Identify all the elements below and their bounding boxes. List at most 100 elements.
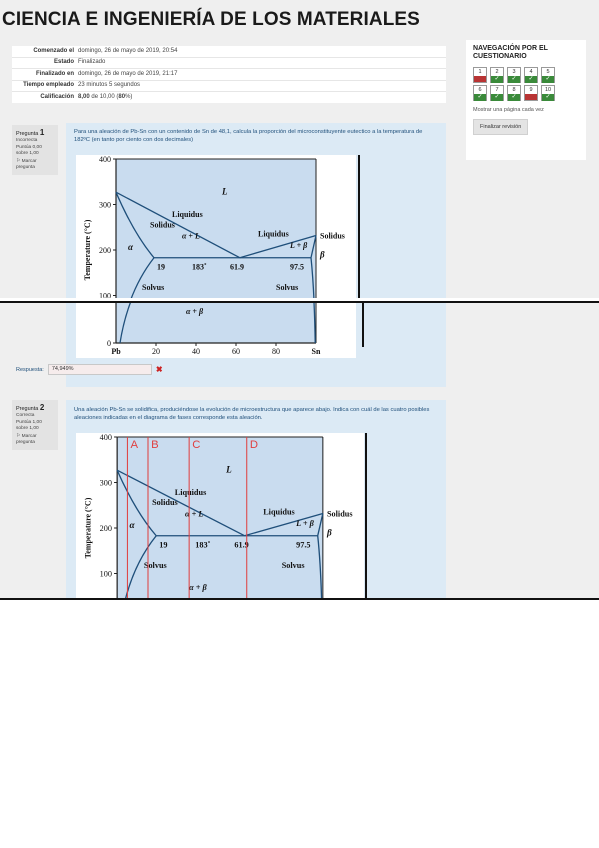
alloy-marker-label: B xyxy=(151,439,159,451)
question-status: Correcta xyxy=(16,413,35,419)
finish-review-button[interactable]: Finalizar revisión xyxy=(473,119,529,136)
label-alpha-plus-beta: α + β xyxy=(186,307,204,316)
question-number: Pregunta 2 xyxy=(16,403,45,412)
grade-mid: de 10,00 ( xyxy=(89,93,119,100)
answer-input[interactable]: 74,949% xyxy=(47,364,152,375)
y-tick-label: 300 xyxy=(100,479,112,488)
question-score: Puntúa 1,00 sobre 1,00 xyxy=(16,419,42,431)
flag-icon: ⚐ xyxy=(16,434,21,440)
label-liquid: L xyxy=(221,186,228,196)
label-97-5: 97.5 xyxy=(290,263,304,272)
label-liquidus-right: Liquidus xyxy=(263,507,295,516)
image-border xyxy=(365,433,367,598)
flag-icon: ⚐ xyxy=(16,159,21,165)
summary-label: Comenzado el xyxy=(33,47,74,54)
label-61-9: 61.9 xyxy=(234,541,248,550)
page-break-gap xyxy=(0,298,599,303)
quiz-nav-button[interactable]: 6 ✓ xyxy=(473,85,487,102)
y-tick-label: 200 xyxy=(99,246,111,255)
y-tick-label: 300 xyxy=(99,201,111,210)
summary-value: domingo, 26 de mayo de 2019, 21:17 xyxy=(78,70,178,77)
label-solidus-right: Solidus xyxy=(320,232,345,241)
quiz-nav-number: 4 xyxy=(529,69,533,76)
x-tick-label: 20 xyxy=(152,347,160,356)
label-alpha-plus-l: α + L xyxy=(182,232,200,241)
quiz-nav-button[interactable]: 9 xyxy=(524,85,538,102)
quiz-nav-button[interactable]: 5 ✓ xyxy=(541,67,555,84)
show-one-page-link[interactable]: Mostrar una página cada vez xyxy=(473,107,544,114)
solvus-line-right xyxy=(310,257,315,301)
flag-question-link[interactable]: ⚐ Marcar pregunta xyxy=(16,434,37,446)
quiz-navigation-panel: NAVEGACIÓN POR EL CUESTIONARIO 1 2 ✓ 3 ✓ 4 ✓ 5 ✓… xyxy=(466,40,586,160)
quiz-nav-button[interactable]: 2 ✓ xyxy=(490,67,504,84)
image-border xyxy=(362,303,364,347)
label-solidus-right: Solidus xyxy=(327,510,353,519)
label-alpha: α xyxy=(128,242,134,252)
solidus-line-left xyxy=(116,469,157,537)
check-icon: ✓ xyxy=(508,76,520,84)
summary-label: Finalizado en xyxy=(35,70,74,77)
page-separator xyxy=(0,598,599,600)
quiz-nav-number: 10 xyxy=(544,87,552,94)
summary-value: domingo, 26 de mayo de 2019, 20:54 xyxy=(78,47,178,54)
summary-label: Tiempo empleado xyxy=(23,82,74,88)
quiz-navigation-title: NAVEGACIÓN POR EL CUESTIONARIO xyxy=(473,45,548,61)
y-tick-label: 0 xyxy=(107,339,111,348)
grade-percent: 80 xyxy=(118,93,126,100)
image-border xyxy=(358,155,360,301)
alloy-marker-label: D xyxy=(250,439,258,451)
x-tick-label: 40 xyxy=(192,347,200,356)
diagram-plot-area xyxy=(117,437,323,598)
label-liquidus-right: Liquidus xyxy=(258,229,289,238)
label-solidus-left: Solidus xyxy=(152,498,178,507)
solvus-line-right xyxy=(313,303,316,344)
flag-question-link[interactable]: ⚐ Marcar pregunta xyxy=(16,159,37,171)
y-tick-label: 200 xyxy=(100,524,112,533)
y-tick-label: 400 xyxy=(100,433,112,442)
label-solvus-left: Solvus xyxy=(142,283,164,292)
solvus-line-right xyxy=(317,535,323,598)
label-183: 183˚ xyxy=(192,263,207,272)
solvus-line-left xyxy=(119,303,131,344)
label-beta: β xyxy=(326,528,332,538)
check-icon: ✓ xyxy=(508,94,520,102)
x-tick-label: 60 xyxy=(232,347,240,356)
quiz-nav-number: 1 xyxy=(478,69,482,76)
attempt-summary-table: Comenzado el domingo, 26 de mayo de 2019… xyxy=(12,46,446,103)
quiz-nav-button[interactable]: 1 xyxy=(473,67,487,84)
quiz-nav-button[interactable]: 4 ✓ xyxy=(524,67,538,84)
label-97-5: 97.5 xyxy=(296,541,310,550)
summary-value: Finalizado xyxy=(78,59,106,65)
quiz-nav-button[interactable]: 7 ✓ xyxy=(490,85,504,102)
liquidus-line-left xyxy=(115,191,241,259)
label-solidus-left: Solidus xyxy=(150,220,175,229)
quiz-nav-number: 9 xyxy=(529,87,533,94)
question-1-info: Pregunta 1 Incorrecta Puntúa 0,00 sobre … xyxy=(12,125,58,175)
y-axis-label: Temperature (°C) xyxy=(83,219,92,280)
label-beta: β xyxy=(319,250,325,260)
quiz-nav-button[interactable]: 8 ✓ xyxy=(507,85,521,102)
quiz-nav-number: 6 xyxy=(478,87,482,94)
answer-label: Respuesta: xyxy=(16,366,44,373)
quiz-nav-number: 2 xyxy=(495,69,499,76)
y-tick-label: 400 xyxy=(99,155,111,164)
quiz-nav-number: 7 xyxy=(495,87,499,94)
alloy-marker-label: C xyxy=(192,439,200,451)
quiz-nav-number: 5 xyxy=(546,69,550,76)
question-2-info: Pregunta 2 Correcta Puntúa 1,00 sobre 1,… xyxy=(12,400,58,450)
solidus-line-right xyxy=(310,235,317,258)
quiz-nav-button[interactable]: 3 ✓ xyxy=(507,67,521,84)
question-status: Incorrecta xyxy=(16,138,38,144)
question-text: Para una aleación de Pb-Sn con un conten… xyxy=(74,129,423,143)
grade-end: %) xyxy=(125,93,133,100)
quiz-nav-button[interactable]: 10 ✓ xyxy=(541,85,555,102)
question-number: Pregunta 1 xyxy=(16,128,45,137)
summary-value: 23 minutos 5 segundos xyxy=(78,82,141,88)
summary-row-started: Comenzado el domingo, 26 de mayo de 2019… xyxy=(12,46,446,57)
page-separator xyxy=(0,301,599,303)
label-solvus-right: Solvus xyxy=(276,283,298,292)
label-l-plus-beta: L + β xyxy=(295,519,315,528)
phase-diagram-2: 400 300 200 100 0 20 40 60 80 Pb Sn Weight percent … xyxy=(76,433,364,598)
y-tick-label: 100 xyxy=(100,570,112,579)
